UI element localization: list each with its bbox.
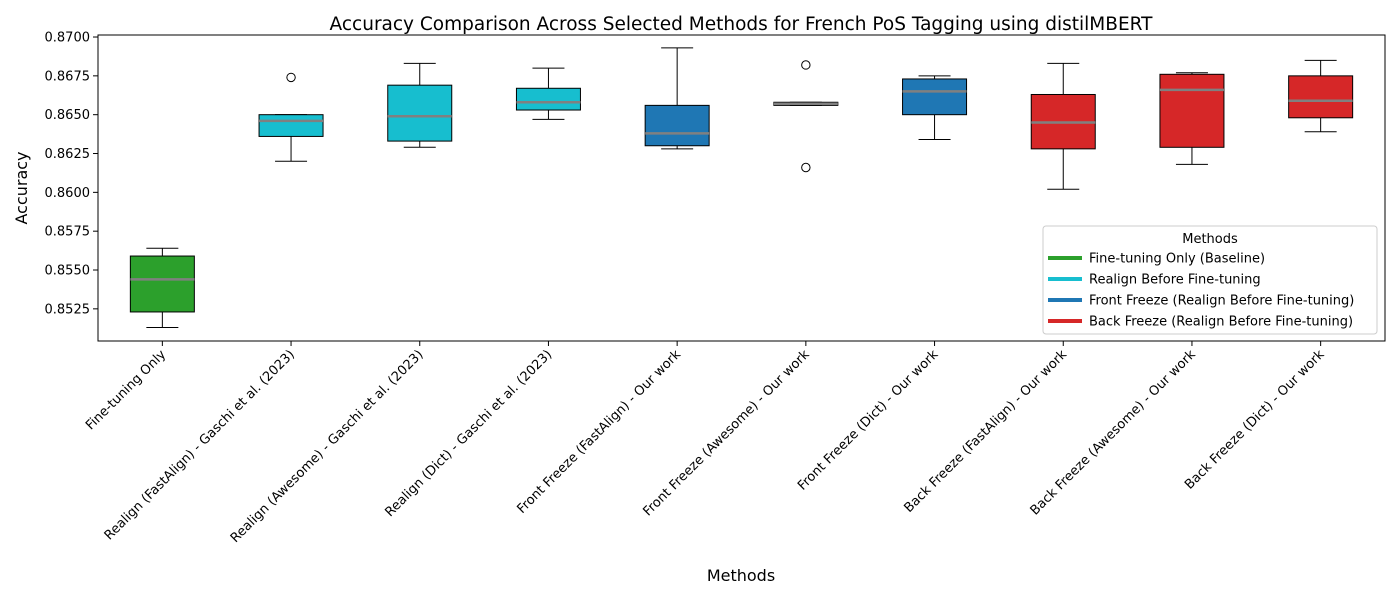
x-tick-label: Back Freeze (Dict) - Our work (1182, 347, 1328, 493)
box-body (1159, 73, 1225, 148)
box-8 (1159, 72, 1225, 165)
box-0 (129, 247, 195, 328)
box-9 (1288, 59, 1354, 133)
y-tick-label: 0.8625 (45, 147, 91, 162)
chart-title: Accuracy Comparison Across Selected Meth… (330, 14, 1154, 35)
plot-frame (97, 34, 1386, 342)
box-body (129, 255, 195, 313)
y-tick-label: 0.8650 (45, 108, 91, 123)
y-tick-label: 0.8600 (45, 186, 91, 201)
box-6 (902, 75, 968, 141)
y-tick-label: 0.8675 (45, 69, 91, 84)
outlier-point (801, 162, 811, 173)
legend-label: Fine-tuning Only (Baseline) (1089, 252, 1265, 267)
y-tick-label: 0.8525 (45, 302, 91, 317)
outlier-point (801, 60, 811, 70)
box-body (258, 114, 324, 137)
box-7 (1030, 62, 1096, 190)
box-body (387, 84, 453, 142)
box-1 (258, 72, 324, 162)
legend-label: Realign Before Fine-tuning (1089, 273, 1261, 288)
box-body (902, 78, 968, 116)
y-tick-label: 0.8550 (45, 264, 91, 279)
box-body (644, 104, 710, 147)
x-tick-label: Fine-tuning Only (83, 347, 169, 433)
y-tick-label: 0.8700 (45, 31, 91, 46)
legend: Methods Fine-tuning Only (Baseline) Reali… (1042, 225, 1378, 335)
box-5 (773, 60, 839, 173)
legend-frame (1042, 225, 1378, 335)
legend-label: Front Freeze (Realign Before Fine-tuning… (1089, 294, 1354, 309)
box-body (1288, 75, 1354, 119)
box-body (515, 87, 581, 111)
y-axis-title: Accuracy (12, 151, 31, 224)
legend-title: Methods (1182, 232, 1238, 247)
box-4 (644, 47, 710, 150)
box-2 (387, 62, 453, 148)
legend-label: Back Freeze (Realign Before Fine-tuning) (1089, 315, 1353, 330)
y-axis: 0.8525 0.8550 0.8575 0.8600 0.8625 0.8650 0.86… (45, 31, 98, 317)
x-axis-title: Methods (707, 566, 775, 585)
y-tick-label: 0.8575 (45, 225, 91, 240)
x-tick-label: Front Freeze (Dict) - Our work (795, 347, 942, 494)
box-3 (515, 67, 581, 120)
plot-area (129, 47, 1354, 328)
outlier-point (286, 72, 296, 83)
